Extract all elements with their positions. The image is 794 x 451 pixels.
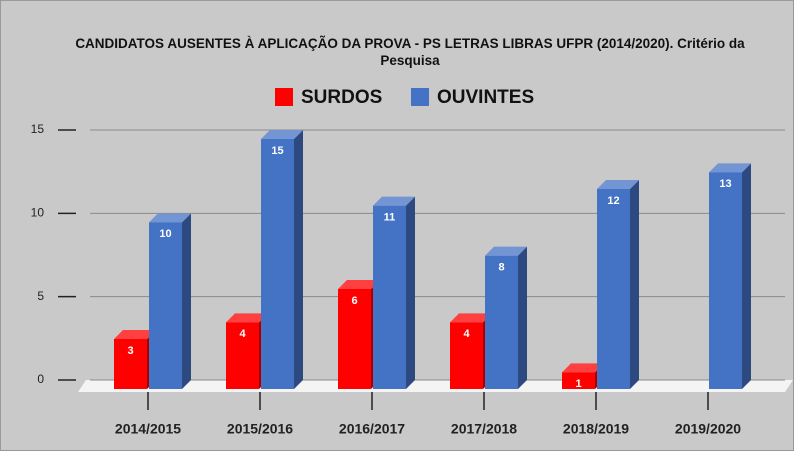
legend-label: SURDOS (301, 87, 382, 108)
bar-side (742, 163, 751, 389)
value-label: 3 (127, 345, 133, 357)
x-tick-label: 2018/2019 (563, 421, 629, 437)
bar-side (630, 180, 639, 389)
value-label: 4 (463, 328, 470, 340)
bar-side (182, 213, 191, 389)
y-tick-label: 15 (31, 122, 45, 136)
value-label: 8 (498, 262, 504, 274)
value-label: 12 (607, 195, 619, 207)
chart-title: CANDIDATOS AUSENTES À APLICAÇÃO DA PROVA… (75, 36, 745, 68)
bar (485, 255, 518, 389)
value-label: 13 (719, 178, 731, 190)
bar (562, 372, 595, 389)
bar (261, 139, 294, 389)
bar-top (338, 280, 380, 289)
bar-side (406, 196, 415, 389)
y-tick-label: 5 (37, 289, 44, 303)
bar-top (450, 313, 492, 323)
x-tick-label: 2019/2020 (675, 421, 741, 437)
bar (114, 339, 147, 389)
bar-top (562, 363, 604, 373)
x-tick-label: 2017/2018 (451, 421, 517, 437)
bar (597, 189, 630, 389)
bar-top (114, 330, 156, 339)
legend-label: OUVINTES (437, 87, 534, 108)
bar-side (518, 246, 527, 389)
bar (373, 205, 406, 389)
bar-top (149, 213, 191, 223)
legend-swatch (275, 88, 293, 106)
value-label: 15 (271, 145, 283, 157)
y-tick-label: 0 (37, 372, 44, 386)
bar-top (373, 196, 415, 206)
value-label: 4 (239, 328, 246, 340)
bar-top (597, 180, 639, 189)
bar (338, 289, 371, 389)
bar-top (226, 313, 268, 323)
bar-top (485, 246, 527, 256)
value-label: 11 (384, 212, 396, 224)
bar-top (261, 130, 303, 139)
value-label: 6 (351, 295, 357, 307)
legend-swatch (411, 88, 429, 106)
bar-side (294, 130, 303, 389)
bar (226, 322, 259, 389)
x-tick-label: 2016/2017 (339, 421, 405, 437)
value-label: 10 (159, 228, 171, 240)
bar-top (709, 163, 751, 173)
value-label: 1 (575, 378, 581, 390)
x-tick-label: 2014/2015 (115, 421, 181, 437)
bar (709, 172, 742, 389)
y-tick-label: 10 (31, 206, 45, 220)
x-tick-label: 2015/2016 (227, 421, 293, 437)
bar (149, 222, 182, 389)
bar (450, 322, 483, 389)
